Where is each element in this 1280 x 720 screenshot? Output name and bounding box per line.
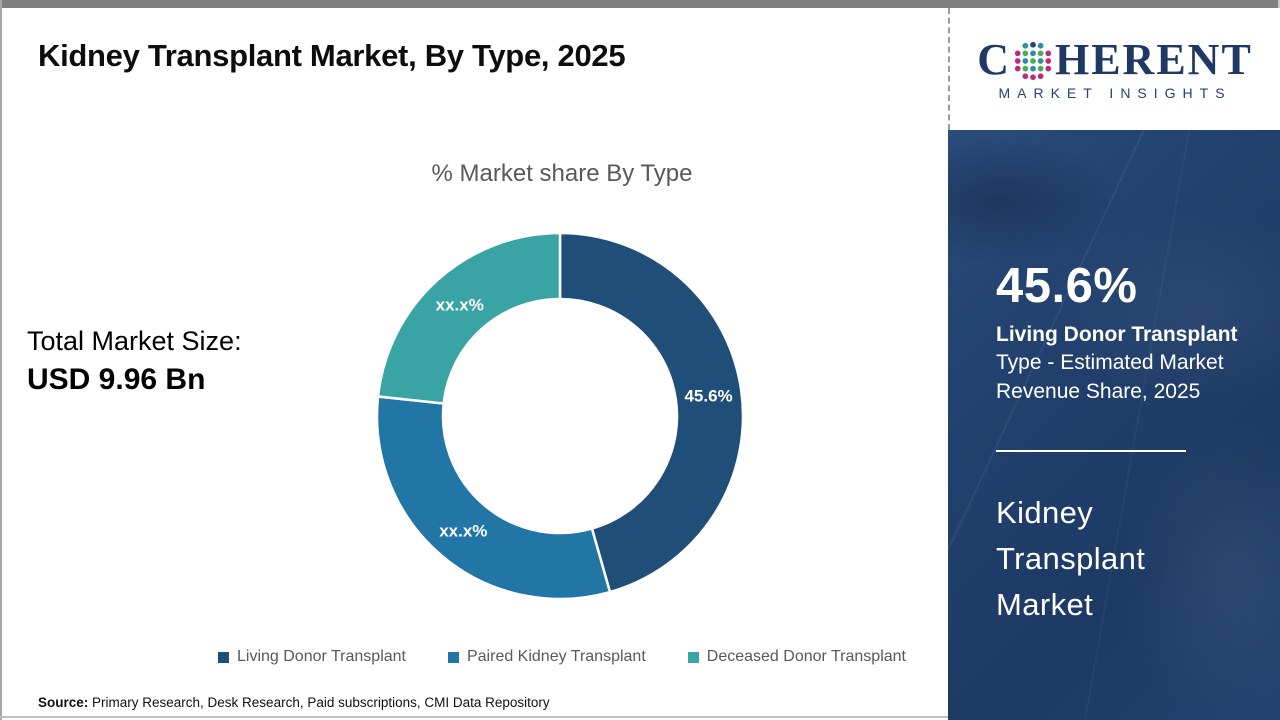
donut-chart: 45.6% xx.x% xx.x% bbox=[375, 231, 745, 601]
bottom-border bbox=[0, 716, 948, 718]
total-market-size-value: USD 9.96 Bn bbox=[27, 363, 206, 396]
highlight-stat-value: 45.6% bbox=[996, 259, 1138, 313]
legend-item-living-donor-transplant[interactable]: Living Donor Transplant bbox=[218, 648, 406, 666]
donut-segment-label: 45.6% bbox=[684, 386, 732, 405]
highlight-stat-title: Living Donor Transplant bbox=[996, 323, 1238, 346]
donut-segment-label: xx.x% bbox=[439, 522, 487, 541]
donut-chart-container: 45.6% xx.x% xx.x% bbox=[350, 206, 770, 626]
chart-legend: Living Donor Transplant Paired Kidney Tra… bbox=[132, 648, 992, 666]
legend-label: Deceased Donor Transplant bbox=[706, 648, 906, 665]
market-name-line1: Kidney bbox=[996, 495, 1094, 530]
total-market-size-label: Total Market Size: bbox=[27, 326, 242, 356]
market-name-line2: Transplant bbox=[996, 541, 1146, 576]
highlight-stat-line2: Type - Estimated Market bbox=[996, 351, 1224, 374]
donut-segment-living-donor-transplant[interactable] bbox=[558, 231, 745, 594]
legend-swatch-icon bbox=[687, 651, 699, 663]
brand-subtitle: MARKET INSIGHTS bbox=[998, 84, 1232, 101]
brand-logo: C HERENT MARKET INSIGHTS bbox=[948, 8, 1280, 130]
legend-swatch-icon bbox=[447, 651, 459, 663]
legend-label: Paired Kidney Transplant bbox=[466, 648, 646, 665]
source-label: Source: bbox=[38, 695, 89, 710]
page-title: Kidney Transplant Market, By Type, 2025 bbox=[38, 38, 626, 73]
market-name-line3: Market bbox=[996, 587, 1094, 622]
legend-item-paired-kidney-transplant[interactable]: Paired Kidney Transplant bbox=[447, 648, 646, 666]
legend-label: Living Donor Transplant bbox=[237, 648, 406, 665]
top-border-bar bbox=[0, 0, 1280, 8]
brand-letter-c: C bbox=[977, 34, 1011, 84]
donut-segment-label: xx.x% bbox=[436, 295, 484, 314]
legend-swatch-icon bbox=[218, 651, 229, 663]
donut-segment-deceased-donor-transplant[interactable] bbox=[376, 231, 562, 405]
main-content-area: Kidney Transplant Market, By Type, 2025 … bbox=[2, 8, 948, 716]
sidebar-divider bbox=[996, 450, 1186, 452]
source-text: Primary Research, Desk Research, Paid su… bbox=[88, 695, 550, 710]
donut-segment-paired-kidney-transplant[interactable] bbox=[375, 395, 612, 601]
total-market-size-block: Total Market Size: USD 9.96 Bn bbox=[27, 326, 242, 397]
logo-globe-icon bbox=[1014, 41, 1052, 80]
brand-wordmark: C HERENT bbox=[977, 34, 1253, 84]
left-border bbox=[0, 0, 2, 720]
sidebar-highlight-panel: 45.6% Living Donor Transplant Type - Est… bbox=[948, 130, 1280, 720]
chart-title: % Market share By Type bbox=[431, 160, 693, 187]
highlight-stat-line3: Revenue Share, 2025 bbox=[996, 380, 1201, 403]
source-line: Source: Primary Research, Desk Research,… bbox=[38, 695, 550, 710]
brand-letters-rest: HERENT bbox=[1054, 34, 1253, 84]
sidebar-market-name: Kidney Transplant Market bbox=[996, 490, 1145, 628]
sidebar: C HERENT MARKET INSIGHTS 45.6% Living Do… bbox=[948, 0, 1280, 720]
legend-item-deceased-donor-transplant[interactable]: Deceased Donor Transplant bbox=[687, 648, 906, 666]
